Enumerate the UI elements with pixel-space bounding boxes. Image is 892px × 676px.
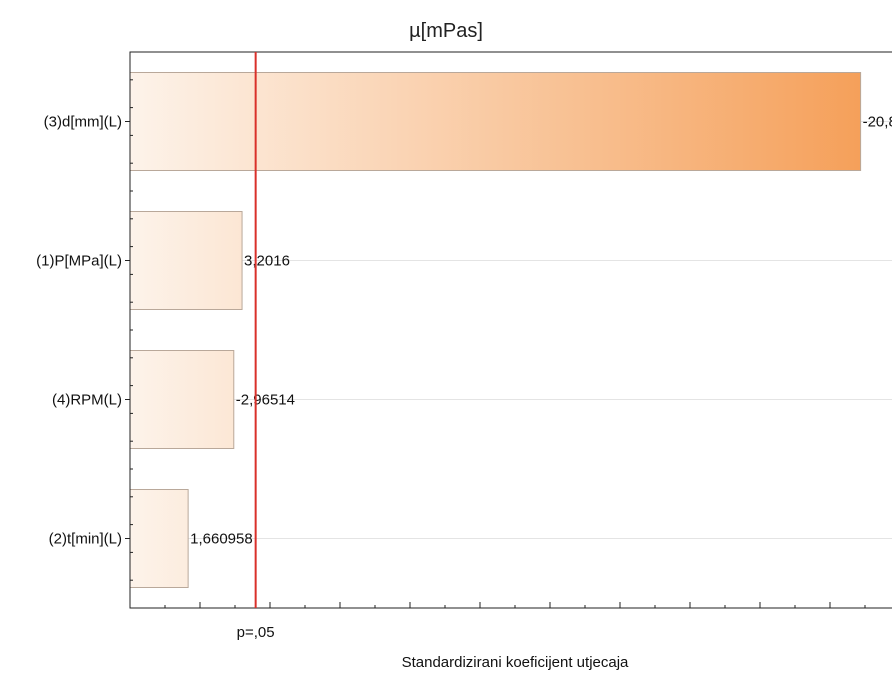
bar — [129, 72, 862, 171]
bar — [129, 211, 243, 310]
label-layer: -20,8744 (3)d[mm](L) 3,2016 (1)P[MPa](L) -2,… — [36, 114, 892, 548]
value-label: 3,2016 — [244, 253, 290, 270]
grid-layer — [130, 121, 892, 539]
category-label: (1)P[MPa](L) — [36, 253, 122, 270]
axis-layer — [125, 79, 866, 608]
value-label: -20,8744 — [863, 114, 892, 131]
chart-title: µ[mPas] — [409, 20, 483, 42]
category-label: (2)t[min](L) — [49, 531, 122, 548]
category-label: (4)RPM(L) — [52, 392, 122, 409]
category-label: (3)d[mm](L) — [44, 114, 122, 131]
x-axis-label: Standardizirani koeficijent utjecaja — [402, 654, 629, 671]
bar-layer — [129, 72, 862, 588]
bar — [129, 489, 189, 588]
significance-label: p=,05 — [237, 624, 275, 641]
bar — [129, 350, 235, 449]
value-label: -2,96514 — [236, 392, 295, 409]
value-label: 1,660958 — [190, 531, 253, 548]
